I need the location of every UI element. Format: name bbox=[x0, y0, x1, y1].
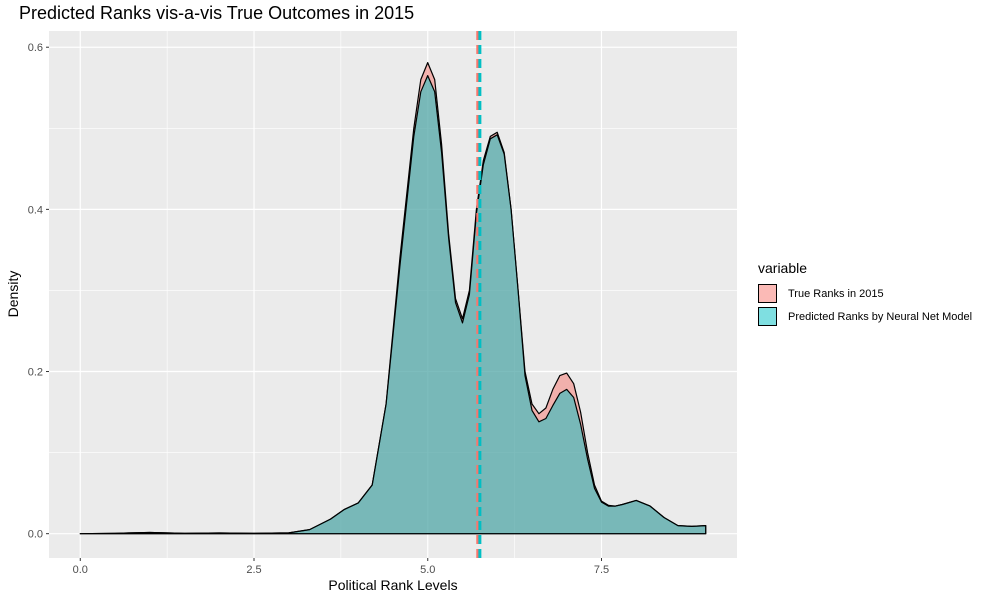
x-tick-labels: 0.0 2.5 5.0 7.5 bbox=[73, 564, 610, 576]
x-tick-label: 0.0 bbox=[73, 564, 88, 576]
x-axis-title: Political Rank Levels bbox=[328, 577, 457, 593]
x-tick-label: 2.5 bbox=[246, 564, 261, 576]
legend-title: variable bbox=[758, 260, 808, 276]
chart-title: Predicted Ranks vis-a-vis True Outcomes … bbox=[19, 3, 415, 23]
mean-lines bbox=[476, 31, 482, 558]
y-tick-label: 0.2 bbox=[28, 367, 43, 379]
legend-swatch-true bbox=[758, 284, 777, 303]
axis-ticks bbox=[46, 46, 602, 561]
y-tick-label: 0.0 bbox=[28, 529, 43, 541]
density-area-predicted bbox=[79, 75, 707, 535]
legend-label-true: True Ranks in 2015 bbox=[788, 287, 884, 300]
legend-item-true: True Ranks in 2015 bbox=[758, 282, 972, 305]
x-tick-label: 5.0 bbox=[420, 564, 435, 576]
minor-grid bbox=[49, 31, 737, 558]
y-tick-labels: 0.0 0.2 0.4 0.6 bbox=[28, 42, 43, 540]
legend: variable True Ranks in 2015 Predicted Ra… bbox=[758, 260, 972, 328]
legend-item-predicted: Predicted Ranks by Neural Net Model bbox=[758, 305, 972, 328]
legend-swatch-predicted bbox=[758, 307, 777, 326]
x-tick-label: 7.5 bbox=[594, 564, 609, 576]
y-axis-title: Density bbox=[5, 271, 21, 318]
y-tick-label: 0.6 bbox=[28, 42, 43, 54]
density-areas bbox=[79, 62, 707, 535]
legend-label-predicted: Predicted Ranks by Neural Net Model bbox=[788, 310, 973, 323]
y-tick-label: 0.4 bbox=[28, 204, 43, 216]
